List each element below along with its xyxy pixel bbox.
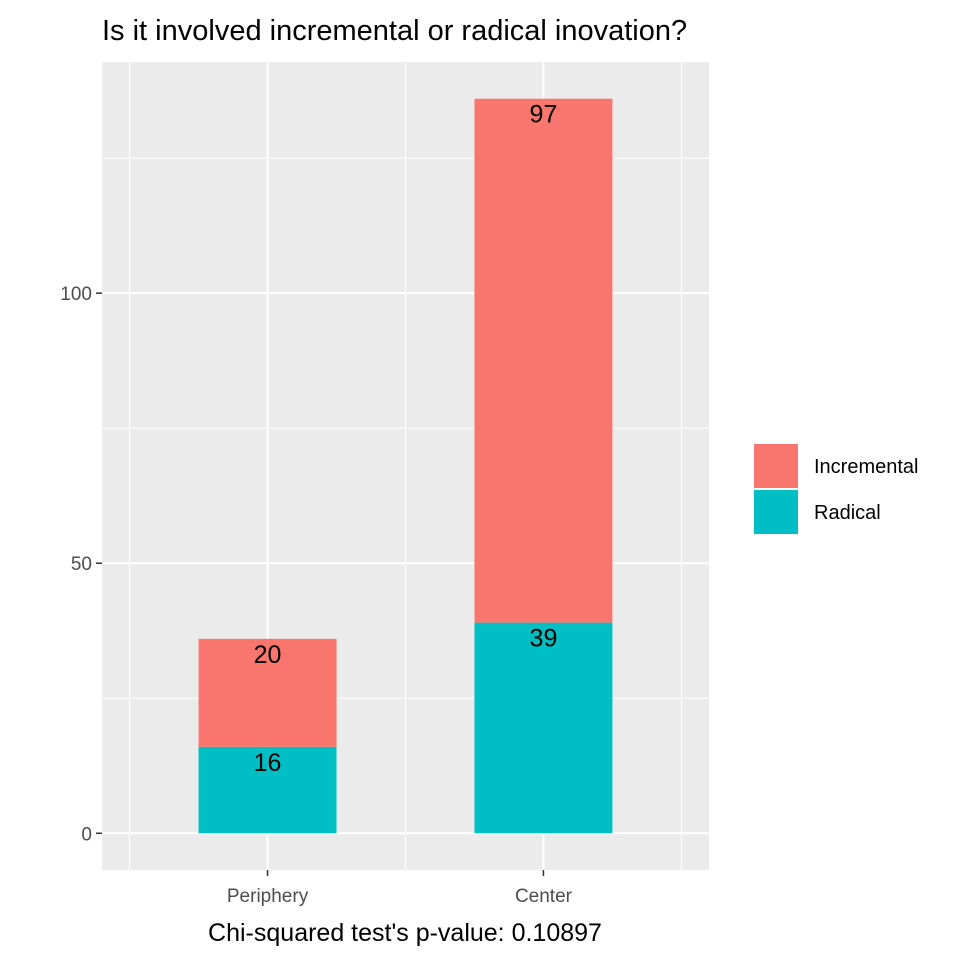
- legend: Incremental Radical: [754, 444, 919, 534]
- x-axis: Periphery Center: [227, 870, 573, 907]
- bars: [198, 98, 613, 834]
- y-tick-label: 0: [81, 824, 92, 845]
- legend-key-radical: [754, 490, 798, 534]
- bar-radical-periphery: [198, 746, 337, 834]
- bar-incremental-periphery: [198, 638, 337, 747]
- bar-incremental-center: [474, 98, 613, 623]
- y-axis: 0 50 100: [60, 284, 102, 845]
- data-label-incremental-center: 97: [530, 101, 558, 129]
- data-label-radical-center: 39: [530, 625, 558, 653]
- chart-title: Is it involved incremental or radical in…: [102, 15, 687, 47]
- y-tick-label: 50: [71, 554, 92, 575]
- legend-label-radical: Radical: [814, 502, 881, 524]
- y-tick-label: 100: [60, 284, 92, 305]
- data-label-incremental-periphery: 20: [254, 641, 282, 669]
- data-labels: 16 20 39 97: [254, 101, 558, 777]
- data-label-radical-periphery: 16: [254, 749, 282, 777]
- x-tick-label-center: Center: [515, 886, 573, 907]
- bar-radical-center: [474, 622, 613, 834]
- x-tick-label-periphery: Periphery: [227, 886, 309, 907]
- legend-key-incremental: [754, 444, 798, 488]
- x-axis-title: Chi-squared test's p-value: 0.10897: [208, 919, 602, 947]
- legend-label-incremental: Incremental: [814, 456, 919, 478]
